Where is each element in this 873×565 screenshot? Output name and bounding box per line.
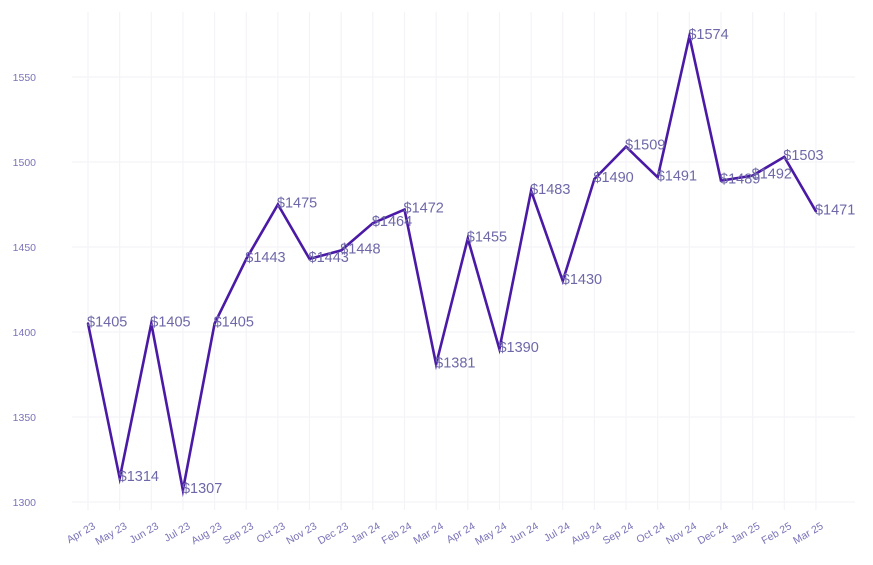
- data-label: $1475: [277, 196, 317, 212]
- x-tick-label: Jul 23: [162, 520, 192, 544]
- data-point: [751, 174, 754, 177]
- x-tick-label: Oct 24: [634, 520, 667, 546]
- data-label: $1492: [752, 167, 792, 183]
- x-tick-label: Nov 23: [284, 520, 319, 547]
- data-label: $1448: [340, 241, 380, 257]
- x-tick-label: Nov 24: [664, 520, 699, 547]
- y-tick-label: 1550: [13, 72, 37, 84]
- data-point: [593, 177, 596, 181]
- data-label: $1443: [309, 250, 349, 266]
- x-tick-label: Jan 25: [729, 520, 762, 546]
- x-tick-label: Sep 23: [221, 520, 256, 547]
- y-tick-label: 1450: [13, 242, 37, 254]
- x-tick-label: Aug 24: [569, 520, 604, 547]
- data-point: [783, 155, 786, 159]
- data-point: [150, 322, 153, 325]
- data-label: $1405: [150, 315, 190, 331]
- data-label: $1307: [182, 481, 222, 497]
- series-line: [86, 30, 818, 498]
- data-label: $1443: [245, 250, 285, 266]
- data-point: [814, 210, 818, 213]
- x-tick-label: Aug 23: [189, 520, 224, 547]
- data-label: $1381: [435, 355, 475, 371]
- x-tick-label: May 23: [93, 520, 129, 548]
- data-labels: $1405 $1314 $1405 $1307 $1405 $1443 $1475 $1443…: [87, 27, 855, 497]
- x-tick-label: Feb 25: [759, 520, 793, 547]
- data-label: $1491: [657, 168, 697, 184]
- x-tick-label: Apr 24: [445, 520, 478, 546]
- data-label: $1405: [214, 315, 254, 331]
- data-point: [371, 222, 375, 225]
- y-tick-label: 1300: [13, 497, 37, 509]
- data-label: $1471: [815, 202, 855, 218]
- data-point: [340, 249, 343, 252]
- x-tick-label: Dec 24: [696, 520, 731, 547]
- data-point: [403, 208, 406, 211]
- data-label: $1405: [87, 315, 127, 331]
- data-point: [719, 179, 723, 182]
- x-tick-label: Mar 25: [791, 520, 825, 547]
- data-point: [308, 257, 311, 261]
- x-tick-label: Dec 23: [316, 520, 351, 547]
- x-tick-label: Jan 24: [349, 520, 382, 546]
- data-point: [624, 145, 628, 148]
- series-line-group: [86, 30, 818, 498]
- x-tick-label: May 24: [473, 520, 509, 548]
- data-label: $1472: [404, 201, 444, 217]
- x-tick-label: Jun 23: [127, 520, 160, 546]
- data-point: [466, 237, 469, 240]
- data-label: $1509: [625, 138, 665, 154]
- x-tick-label: Oct 23: [255, 520, 288, 546]
- x-tick-label: Apr 23: [65, 520, 98, 546]
- data-label: $1489: [720, 172, 760, 188]
- data-point: [118, 477, 121, 480]
- y-tick-label: 1400: [13, 327, 37, 339]
- data-point: [529, 189, 533, 193]
- data-point: [656, 176, 659, 179]
- data-point: [561, 279, 564, 283]
- data-point: [498, 347, 501, 351]
- x-tick-label: Jul 24: [542, 520, 572, 544]
- data-label: $1574: [688, 27, 728, 43]
- y-tick-label: 1500: [13, 157, 37, 169]
- data-point: [86, 322, 90, 325]
- data-label: $1490: [593, 170, 633, 186]
- y-tick-label: 1350: [13, 412, 37, 424]
- data-label: $1483: [530, 182, 570, 198]
- data-label: $1503: [783, 148, 823, 164]
- data-label: $1430: [562, 272, 602, 288]
- x-tick-label: Mar 24: [411, 520, 445, 547]
- data-label: $1455: [467, 230, 507, 246]
- data-point: [181, 488, 185, 492]
- data-label: $1390: [498, 340, 538, 356]
- data-point: [276, 203, 280, 206]
- x-tick-label: Sep 24: [601, 520, 636, 547]
- data-point: [434, 363, 438, 366]
- data-point: [213, 322, 216, 325]
- x-tick-label: Feb 24: [380, 520, 414, 547]
- data-label: $1464: [372, 214, 412, 230]
- data-point: [688, 35, 691, 38]
- x-tick-label: Jun 24: [507, 520, 540, 546]
- data-point: [245, 257, 248, 261]
- y-axis: 1300 1350 1400 1450 1500 1550: [13, 72, 37, 509]
- data-label: $1314: [119, 469, 159, 485]
- grid: [72, 12, 855, 510]
